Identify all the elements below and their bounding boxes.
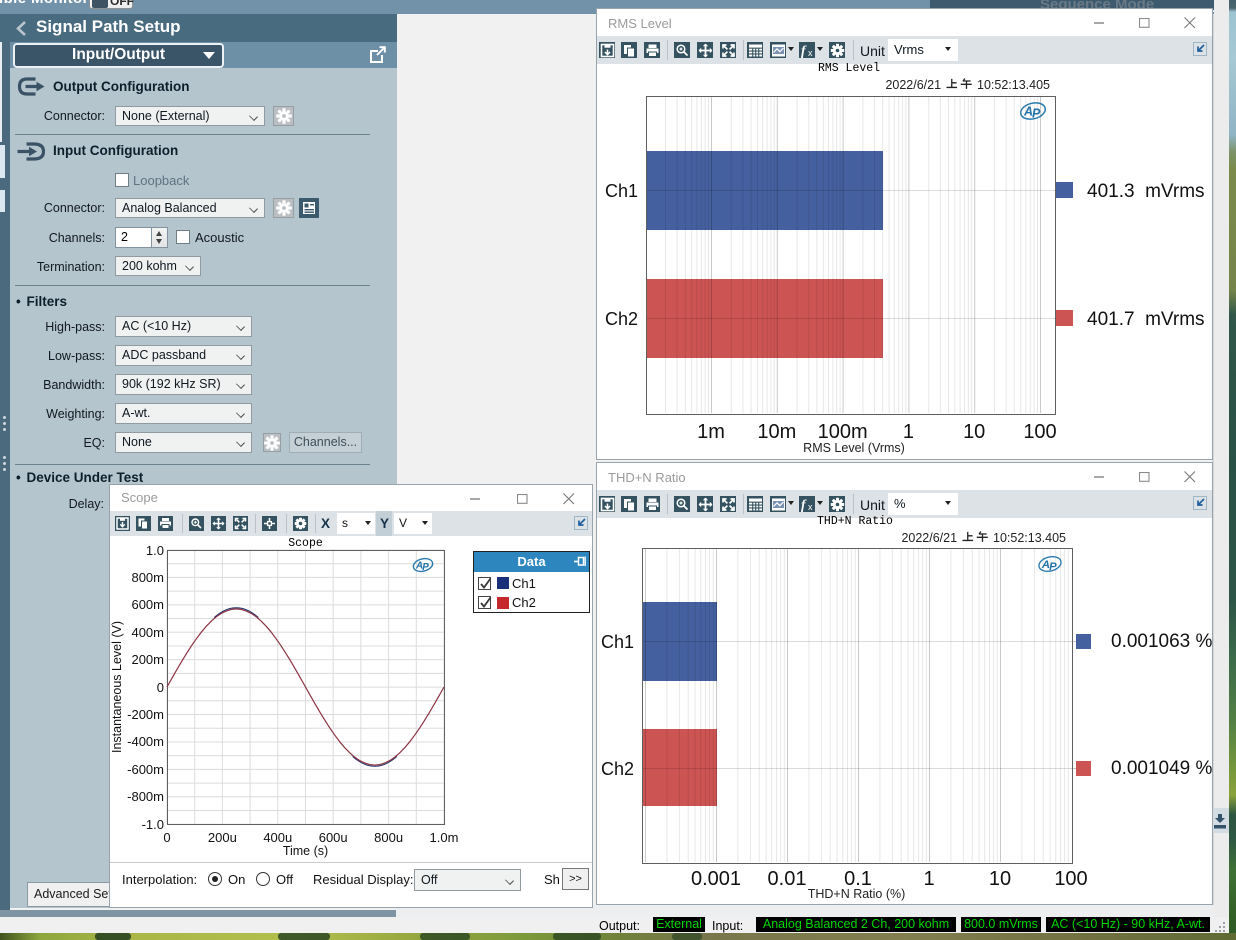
svg-text:x: x: [808, 48, 813, 58]
svg-text:A: A: [415, 561, 423, 572]
svg-text:P: P: [1049, 561, 1057, 573]
svg-text:x: x: [808, 502, 813, 512]
svg-text:A: A: [1023, 105, 1033, 119]
svg-text:A: A: [1041, 559, 1050, 571]
svg-text:P: P: [1032, 107, 1041, 121]
svg-text:f: f: [801, 43, 807, 58]
svg-text:P: P: [422, 562, 429, 573]
svg-text:f: f: [801, 497, 807, 512]
